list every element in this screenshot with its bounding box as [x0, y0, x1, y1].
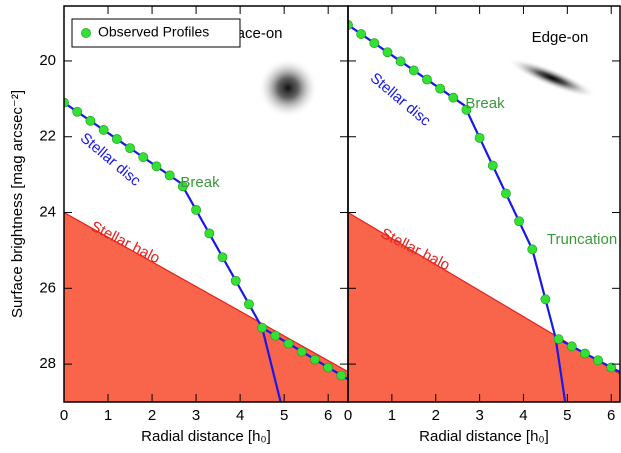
data-point: [323, 362, 334, 373]
x-tick-label: 0: [60, 407, 68, 424]
x-tick-label: 5: [563, 407, 571, 424]
halo-area: [64, 212, 348, 402]
data-point: [204, 228, 215, 239]
y-tick-label: 26: [39, 279, 56, 296]
y-tick-label: 20: [39, 52, 56, 69]
galaxy-edge-on: [507, 58, 597, 98]
data-point: [177, 181, 188, 192]
x-tick-label: 2: [148, 407, 156, 424]
data-point: [566, 341, 577, 352]
data-point: [270, 330, 281, 341]
data-point: [461, 104, 472, 115]
data-point: [580, 348, 590, 359]
data-point: [448, 92, 459, 103]
legend-marker: [81, 28, 91, 38]
data-point: [474, 132, 485, 143]
data-point: [408, 65, 419, 76]
data-point: [435, 83, 446, 94]
x-tick-label: 4: [236, 407, 244, 424]
data-point: [553, 334, 564, 344]
x-tick-label: 3: [475, 407, 483, 424]
data-point: [527, 244, 538, 255]
data-point: [72, 106, 83, 117]
frame: [347, 5, 621, 403]
data-point: [395, 56, 406, 67]
data-point: [125, 143, 135, 154]
data-point: [164, 170, 175, 181]
annotation: Stellar disc: [77, 130, 145, 190]
data-point: [138, 152, 149, 163]
fills: [64, 20, 620, 402]
x-tick-label: 3: [192, 407, 200, 424]
data-point: [296, 346, 307, 357]
data-point: [501, 188, 511, 199]
annotation: Face-on: [227, 25, 282, 42]
data-point: [606, 362, 617, 373]
legend-label: Observed Profiles: [98, 24, 209, 40]
x-tick-label: 6: [324, 407, 332, 424]
data-point: [217, 252, 228, 263]
data-point: [540, 294, 551, 305]
data-point: [356, 29, 367, 39]
data-point: [487, 160, 498, 171]
data-point: [111, 134, 122, 144]
data-point: [310, 354, 320, 365]
halo-edge: [64, 212, 348, 373]
plot-area: [348, 20, 620, 402]
data-point: [382, 47, 393, 58]
data-point: [336, 370, 347, 381]
data-point: [191, 204, 201, 215]
x-tick-label: 5: [280, 407, 288, 424]
annotation: Edge-on: [532, 29, 589, 46]
x-tick-label: 1: [388, 407, 396, 424]
y-tick-label: 22: [39, 128, 56, 145]
data-point: [230, 275, 241, 286]
annotation: Truncation: [547, 231, 617, 248]
data-point: [348, 20, 353, 30]
data-point: [257, 322, 268, 333]
halo-area: [348, 212, 620, 402]
x-tick-label: 2: [432, 407, 440, 424]
annotation: Break: [180, 174, 220, 191]
data-point: [369, 38, 380, 49]
x-axis-label: Radial distance [h₀]: [141, 428, 271, 445]
annotation: Break: [465, 95, 505, 112]
data-point: [422, 74, 432, 85]
data-point: [98, 125, 109, 135]
data-point: [283, 338, 294, 349]
y-tick-label: 28: [39, 355, 56, 372]
y-tick-label: 24: [39, 203, 56, 220]
x-tick-label: 0: [344, 407, 352, 424]
x-axis-label: Radial distance [h₀]: [419, 428, 549, 445]
legend-box: [71, 18, 241, 48]
x-tick-label: 1: [104, 407, 112, 424]
x-tick-label: 4: [519, 407, 527, 424]
galaxy-face-on: [258, 58, 318, 118]
data-point: [85, 115, 96, 126]
x-tick-label: 6: [607, 407, 615, 424]
y-axis-label: Surface brightness [mag arcsec⁻²]: [9, 90, 26, 318]
data-point: [244, 299, 254, 310]
data-point: [151, 161, 162, 172]
plot-area: [64, 97, 348, 402]
data-point: [593, 355, 603, 366]
data-point: [514, 216, 524, 227]
